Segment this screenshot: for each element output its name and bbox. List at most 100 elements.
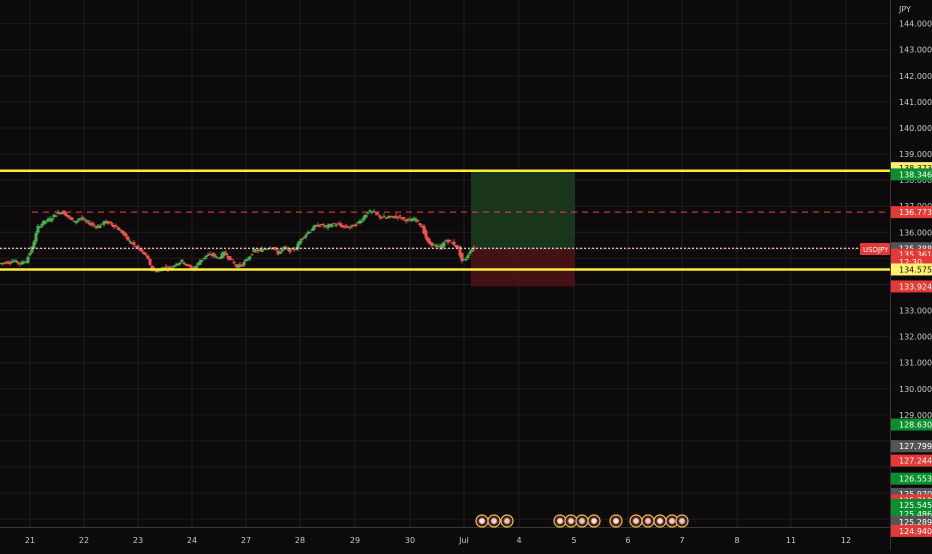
- x-tick-label: 30: [405, 536, 415, 545]
- candle-body: [44, 221, 48, 223]
- candle-body: [422, 225, 426, 234]
- candle-body: [250, 254, 254, 256]
- flag-icon: [668, 517, 676, 525]
- candle-body: [306, 232, 310, 234]
- price-tag: [891, 263, 932, 276]
- price-tag-label: 126.553: [899, 475, 932, 484]
- candle-body: [54, 215, 58, 217]
- candle-body: [368, 210, 372, 213]
- candle-body: [236, 265, 240, 268]
- y-tick-label: 143.000: [899, 46, 932, 55]
- candle-body: [356, 221, 360, 224]
- candle-body: [428, 241, 432, 244]
- candle-body: [350, 224, 354, 227]
- flag-icon: [590, 517, 598, 525]
- candle-body: [466, 255, 470, 258]
- candle-body: [276, 250, 280, 255]
- candle-body: [418, 223, 422, 226]
- candle-body: [238, 264, 242, 266]
- candle-body: [134, 246, 138, 248]
- candle-body: [72, 220, 76, 222]
- candle-body: [130, 242, 134, 245]
- candle-body: [410, 220, 414, 222]
- candle-body: [122, 231, 126, 235]
- candle-body: [254, 249, 258, 252]
- candle-body: [68, 216, 72, 218]
- candle-body: [38, 226, 42, 228]
- candle-body: [70, 217, 74, 220]
- candle-body: [186, 265, 190, 267]
- candle-body: [74, 221, 78, 223]
- price-tag-label: 127.244: [899, 457, 932, 466]
- flag-icon: [612, 517, 620, 525]
- x-tick-label: 8: [734, 536, 739, 545]
- candle-body: [392, 217, 396, 219]
- candle-body: [412, 218, 416, 221]
- candle-body: [212, 253, 216, 257]
- candle-body: [248, 256, 252, 259]
- candle-body: [146, 255, 150, 259]
- candle-body: [82, 219, 86, 221]
- candle-body: [46, 218, 50, 222]
- candle-body: [366, 212, 370, 214]
- candle-body: [2, 262, 6, 264]
- candle-body: [386, 217, 390, 219]
- candle-body: [362, 216, 366, 221]
- candle-body: [454, 245, 458, 248]
- candle-body: [450, 242, 454, 244]
- candle-body: [24, 261, 28, 263]
- candle-body: [8, 262, 12, 264]
- candle-body: [64, 212, 68, 217]
- candle-body: [202, 258, 206, 260]
- y-tick-label: 139.000: [899, 150, 932, 159]
- candle-body: [380, 217, 384, 219]
- candle-body: [234, 264, 238, 267]
- candle-body: [382, 216, 386, 218]
- price-tag: [891, 248, 932, 261]
- candle-body: [320, 224, 324, 226]
- flag-icon: [503, 517, 511, 525]
- candle-body: [84, 220, 88, 222]
- target-zone[interactable]: [471, 170, 575, 249]
- candle-body: [448, 239, 452, 241]
- candle-body: [430, 242, 434, 246]
- stop-zone[interactable]: [471, 248, 575, 287]
- candle-body: [404, 219, 408, 222]
- candle-body: [126, 236, 130, 241]
- candle-body: [296, 243, 300, 250]
- candle-body: [94, 226, 98, 228]
- candle-body: [262, 248, 266, 250]
- price-tag-label: 136.773: [899, 208, 932, 217]
- candle-body: [304, 234, 308, 237]
- candle-body: [458, 246, 462, 256]
- symbol-tag[interactable]: [860, 242, 890, 255]
- candle-body: [440, 244, 444, 250]
- candle-body: [316, 224, 320, 227]
- candle-body: [310, 229, 314, 231]
- candle-body: [56, 212, 60, 214]
- candle-body: [252, 249, 256, 253]
- candle-body: [338, 223, 342, 226]
- candle-body: [354, 224, 358, 226]
- candle-body: [470, 249, 474, 252]
- candle-body: [182, 262, 186, 264]
- candle-body: [76, 219, 80, 221]
- candle-body: [242, 261, 246, 265]
- price-tag-label: 125.289: [899, 518, 932, 527]
- x-tick-label: 21: [25, 536, 35, 545]
- candle-body: [48, 218, 52, 222]
- candle-body: [452, 241, 456, 246]
- candle-body: [22, 262, 26, 264]
- candle-body: [436, 245, 440, 247]
- candle-body: [174, 264, 178, 266]
- candle-body: [352, 224, 356, 227]
- candle-body: [370, 211, 374, 213]
- x-tick-label: 4: [516, 536, 521, 545]
- candle-body: [100, 223, 104, 225]
- candle-body: [42, 220, 46, 225]
- flag-icon: [578, 517, 586, 525]
- currency-label: JPY: [898, 5, 911, 14]
- candle-body: [136, 245, 140, 249]
